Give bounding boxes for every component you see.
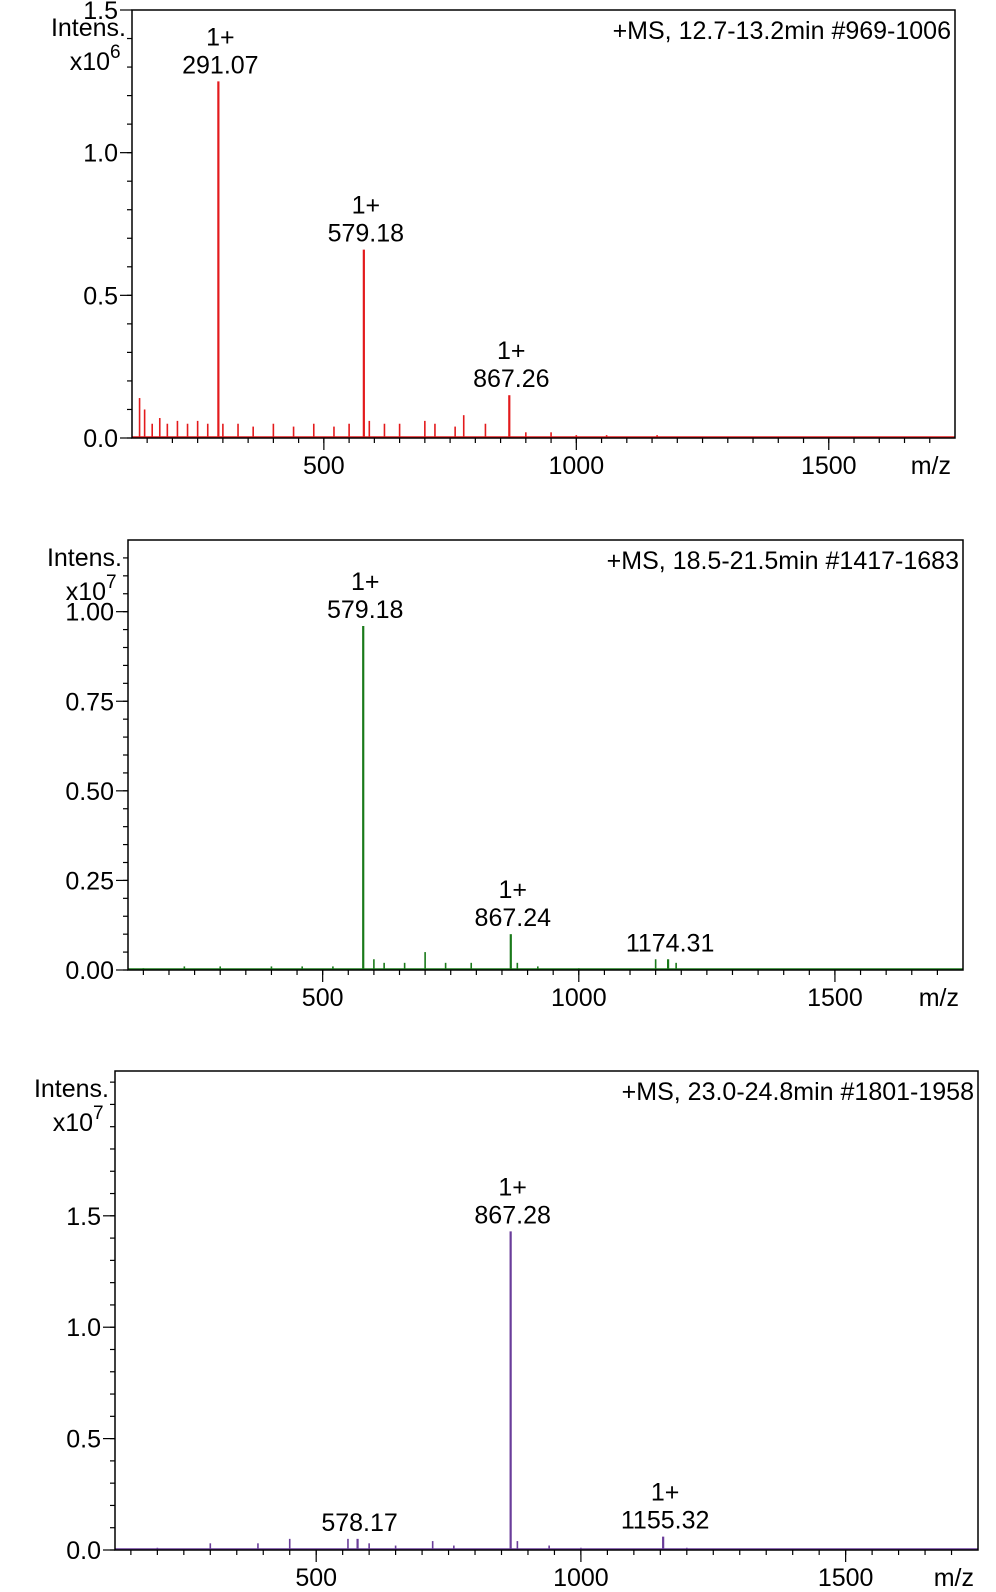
scan-header: +MS, 12.7-13.2min #969-1006	[613, 17, 951, 45]
x-tick-label: 500	[295, 1564, 337, 1592]
peak-charge-label: 1+	[499, 876, 528, 904]
x-tick-label: 1000	[551, 984, 607, 1012]
y-tick-label: 1.00	[65, 599, 114, 627]
y-multiplier-exponent: 6	[110, 42, 121, 63]
peak-mz-label: 579.18	[327, 596, 403, 624]
peak-mz-label: 867.26	[473, 365, 549, 393]
x-tick-label: 1000	[549, 452, 605, 480]
peak-mz-label: 291.07	[182, 51, 258, 79]
scan-header: +MS, 18.5-21.5min #1417-1683	[607, 547, 959, 575]
peak-mz-label: 1155.32	[621, 1507, 710, 1535]
spectrum-panel-2: 579.181+867.241+1174.310.000.250.500.751…	[47, 539, 964, 1012]
peak-mz-label: 579.18	[328, 220, 404, 248]
y-tick-label: 0.50	[65, 778, 114, 806]
y-tick-label: 1.5	[83, 0, 118, 25]
scan-header: +MS, 23.0-24.8min #1801-1958	[622, 1078, 974, 1106]
peak-charge-label: 1+	[351, 568, 380, 596]
x-tick-label: 1500	[801, 452, 857, 480]
peak-charge-label: 1+	[498, 1173, 527, 1201]
x-axis-label: m/z	[934, 1564, 974, 1592]
y-tick-label: 0.0	[83, 425, 118, 453]
y-tick-label: 1.5	[66, 1203, 101, 1231]
y-tick-label: 0.5	[66, 1426, 101, 1454]
y-tick-label: 0.00	[65, 957, 114, 985]
spectrum-trace	[128, 626, 963, 970]
plot-frame	[131, 9, 956, 439]
plot-frame	[114, 1070, 979, 1551]
y-tick-label: 1.0	[66, 1314, 101, 1342]
peak-mz-label: 867.28	[474, 1201, 550, 1229]
peak-charge-label: 1+	[651, 1479, 680, 1507]
x-tick-label: 500	[302, 984, 344, 1012]
spectrum-trace	[115, 1231, 978, 1550]
peak-charge-label: 1+	[352, 192, 381, 220]
spectrum-trace	[132, 81, 955, 438]
y-multiplier: x10	[66, 578, 106, 606]
peak-mz-label: 867.24	[475, 904, 552, 932]
x-tick-label: 1500	[807, 984, 863, 1012]
peak-charge-label: 1+	[497, 337, 526, 365]
y-multiplier: x10	[53, 1109, 93, 1137]
x-axis-label: m/z	[919, 984, 959, 1012]
peak-charge-label: 1+	[206, 23, 235, 51]
peak-mz-label: 578.17	[321, 1509, 397, 1537]
y-tick-label: 0.75	[65, 688, 114, 716]
y-axis-label: Intens.	[47, 544, 122, 572]
y-tick-label: 0.0	[66, 1537, 101, 1565]
x-tick-label: 500	[303, 452, 345, 480]
y-multiplier-exponent: 7	[106, 572, 117, 593]
y-axis-label: Intens.	[51, 14, 126, 42]
y-tick-label: 0.25	[65, 867, 114, 895]
y-tick-label: 1.0	[83, 140, 118, 168]
y-multiplier: x10	[70, 48, 110, 76]
x-axis-label: m/z	[911, 452, 951, 480]
x-tick-label: 1000	[553, 1564, 609, 1592]
peak-mz-label: 1174.31	[626, 929, 715, 957]
y-axis-label: Intens.	[34, 1075, 109, 1103]
x-tick-label: 1500	[818, 1564, 874, 1592]
y-tick-label: 0.5	[83, 282, 118, 310]
y-multiplier-exponent: 7	[93, 1103, 104, 1124]
